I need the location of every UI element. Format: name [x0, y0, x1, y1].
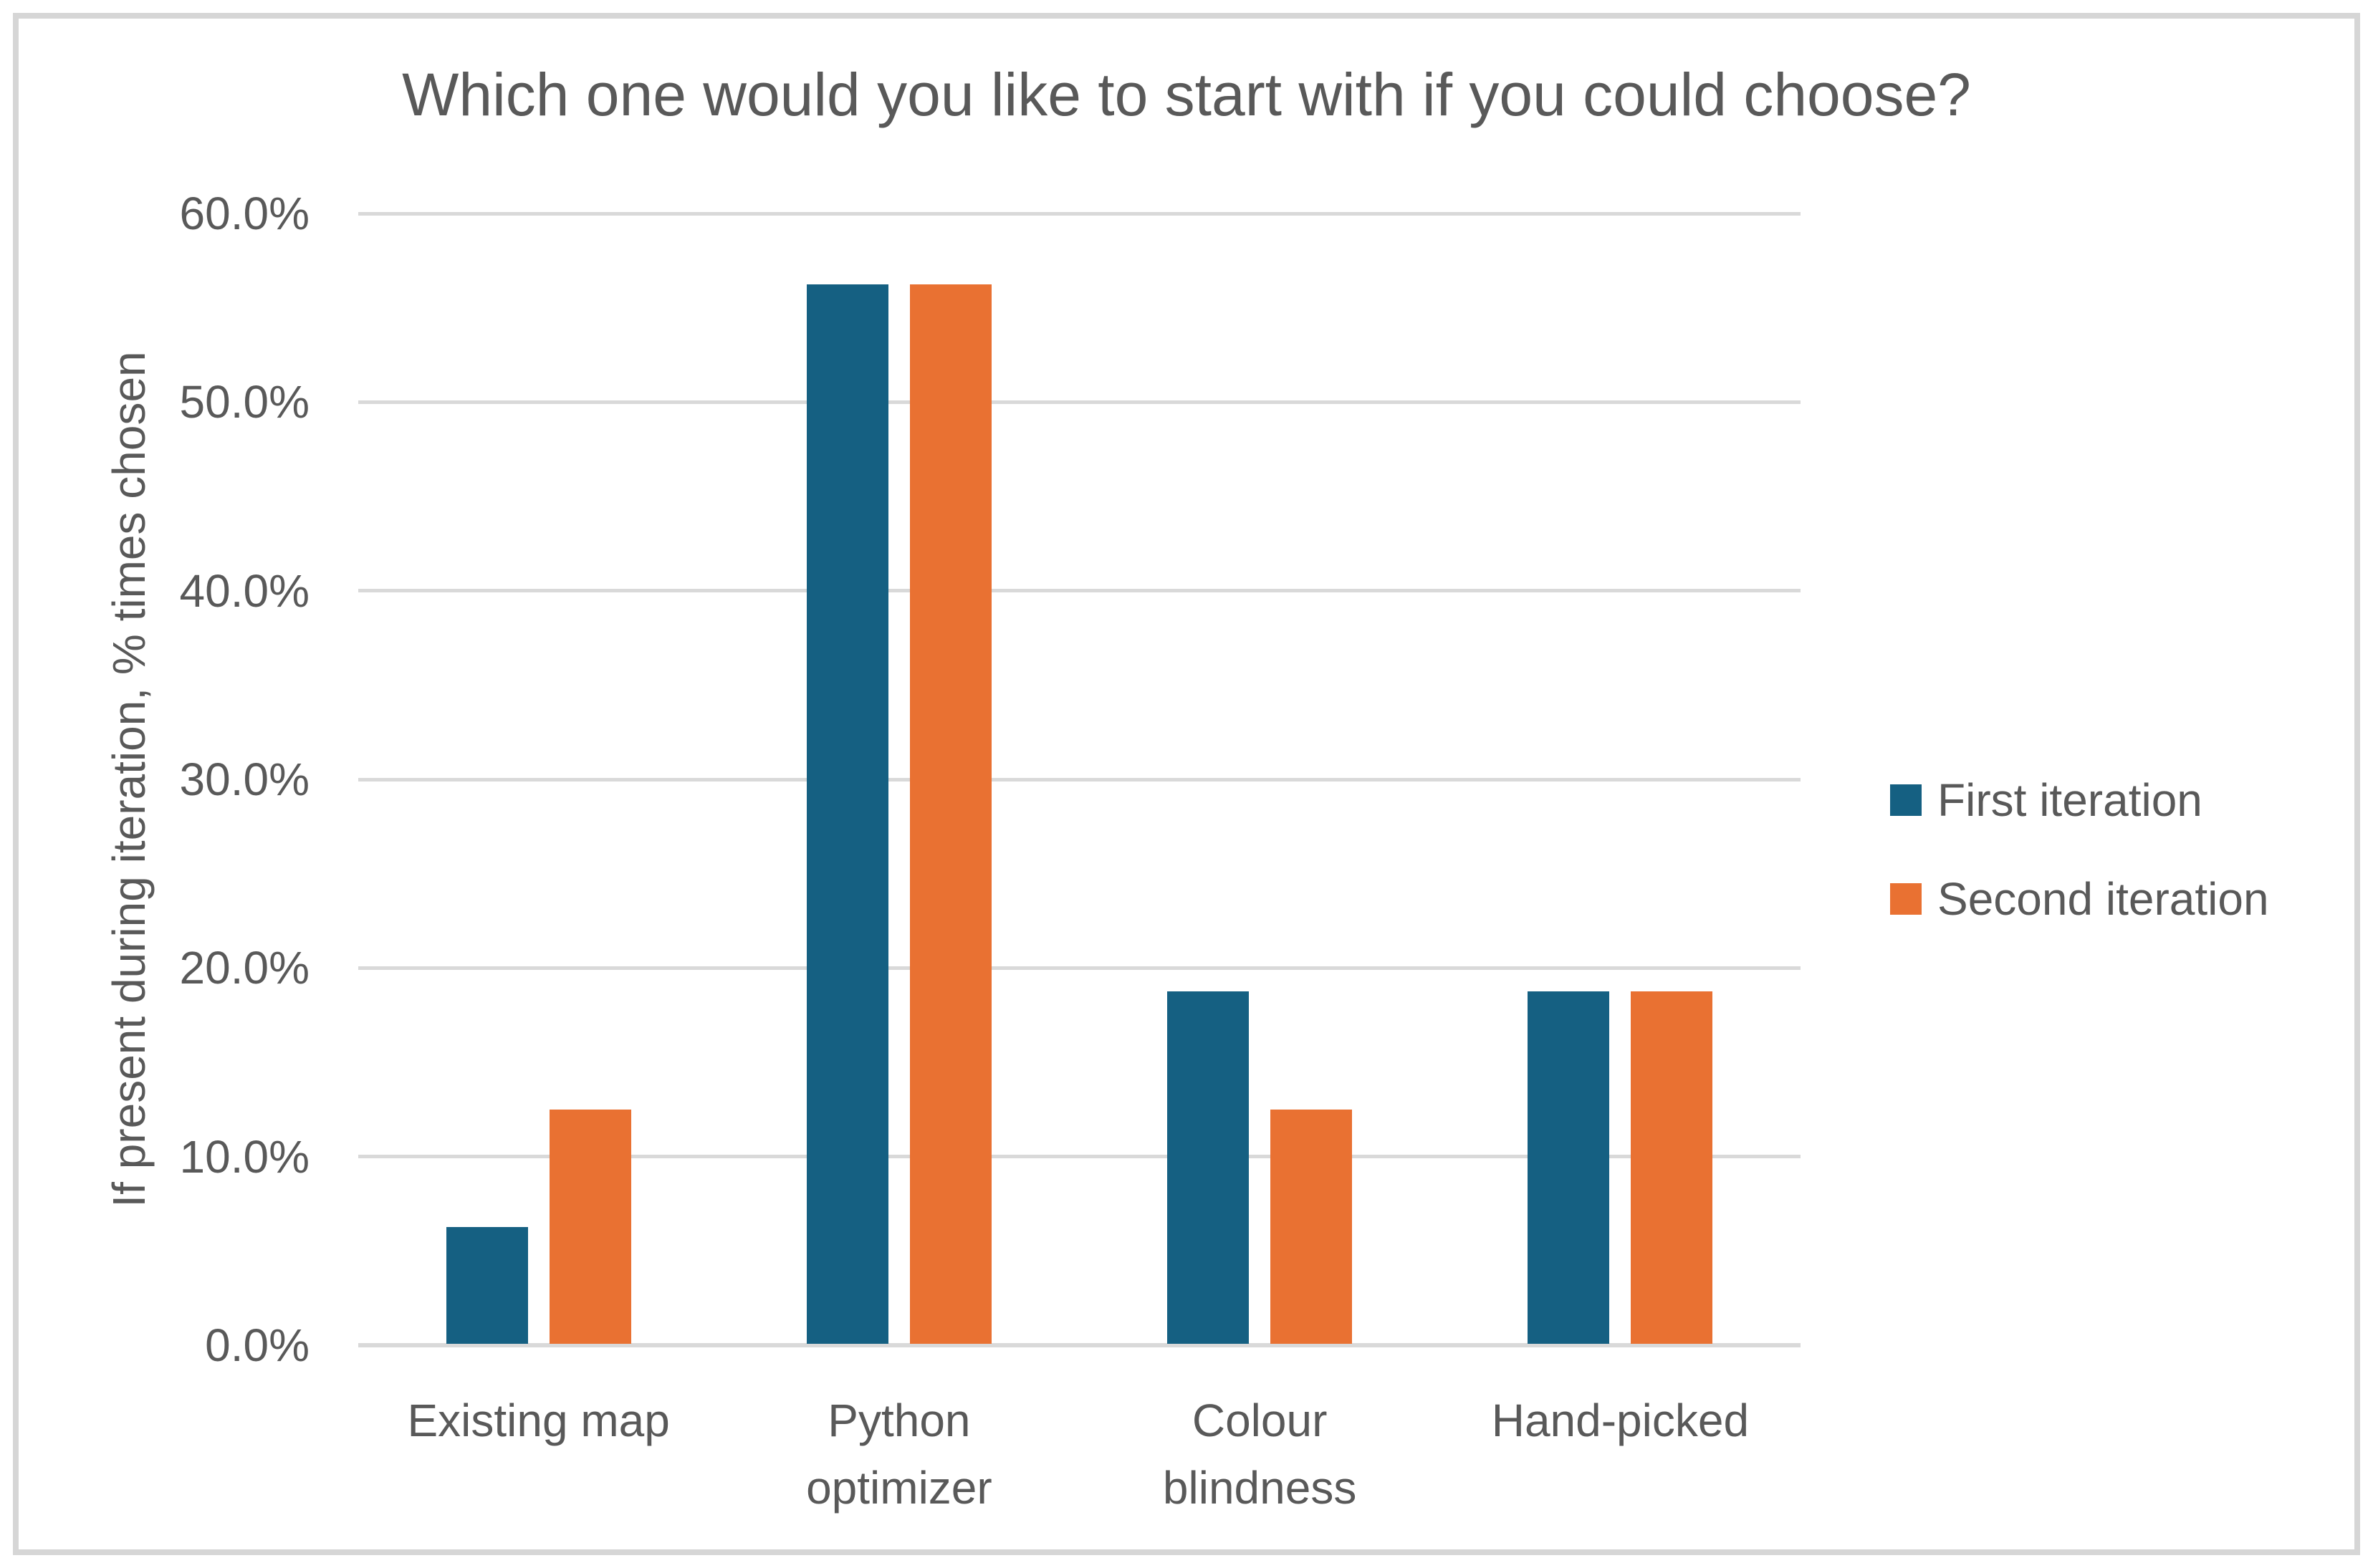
- y-axis-tick-label: 10.0%: [179, 1130, 310, 1183]
- y-axis-tick-label: 20.0%: [179, 942, 310, 994]
- bar-second-iteration-colour-blindness: [1270, 1109, 1353, 1344]
- x-axis-line: [358, 1343, 1801, 1347]
- bar-second-iteration-python-optimizer: [909, 284, 992, 1344]
- legend-swatch-icon: [1890, 883, 1922, 915]
- gridline: [358, 966, 1801, 970]
- legend-entry-first-iteration: First iteration: [1890, 771, 2202, 829]
- chart-title: Which one would you like to start with i…: [402, 61, 1971, 128]
- legend-label: First iteration: [1937, 774, 2202, 826]
- gridline: [358, 400, 1801, 404]
- y-axis-tick-label: 40.0%: [179, 564, 310, 617]
- y-axis-tick-label: 30.0%: [179, 754, 310, 805]
- y-axis-tick-label: 0.0%: [205, 1319, 310, 1371]
- gridline: [358, 1155, 1801, 1159]
- bar-second-iteration-hand-picked: [1631, 991, 1713, 1344]
- gridline: [358, 589, 1801, 593]
- gridline: [358, 211, 1801, 216]
- plot-area: [358, 211, 1801, 1347]
- legend-entry-second-iteration: Second iteration: [1890, 870, 2269, 928]
- gridline: [358, 777, 1801, 781]
- bar-first-iteration-hand-picked: [1528, 991, 1610, 1344]
- bar-first-iteration-existing-map: [446, 1227, 528, 1344]
- y-axis-tick-label: 60.0%: [179, 188, 310, 239]
- x-axis-category-label: Python optimizer: [806, 1395, 992, 1514]
- x-axis-category-label: Hand-picked: [1491, 1395, 1750, 1446]
- bar-first-iteration-colour-blindness: [1167, 991, 1250, 1344]
- y-axis-tick-label: 50.0%: [179, 376, 310, 428]
- legend-swatch-icon: [1890, 784, 1922, 816]
- x-axis-category-label: Colour blindness: [1162, 1395, 1357, 1514]
- x-axis-category-label: Existing map: [407, 1395, 670, 1446]
- bar-first-iteration-python-optimizer: [806, 284, 888, 1344]
- legend-label: Second iteration: [1937, 873, 2269, 925]
- bar-second-iteration-existing-map: [549, 1109, 631, 1344]
